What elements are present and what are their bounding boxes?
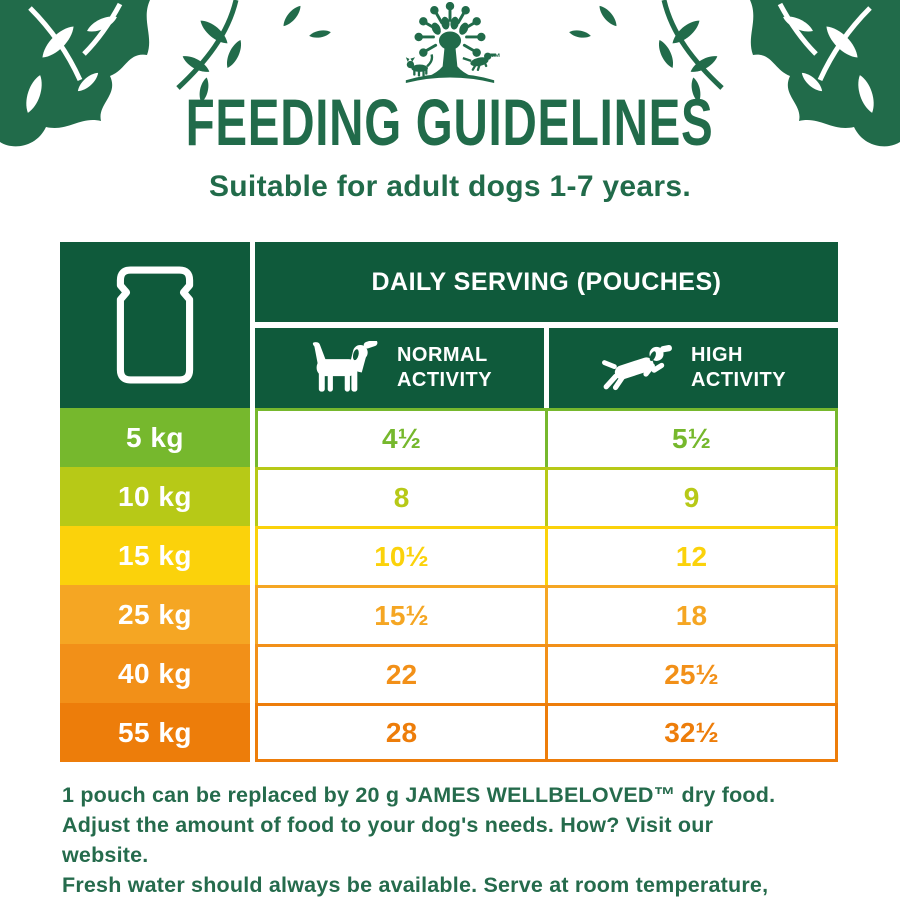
feeding-table: DAILY SERVING (POUCHES) (60, 242, 838, 762)
foliage-decoration-right (555, 0, 900, 172)
normal-activity-value: 15½ (255, 585, 548, 644)
column-gap (250, 703, 255, 762)
high-activity-header: HIGH ACTIVITY (549, 328, 838, 408)
column-gap (250, 408, 255, 467)
column-gap (250, 467, 255, 526)
serving-header-group: DAILY SERVING (POUCHES) (255, 242, 838, 408)
pouch-icon (116, 266, 194, 384)
normal-activity-value: 28 (255, 703, 548, 762)
foliage-left-icon (0, 0, 331, 147)
high-activity-label: HIGH ACTIVITY (690, 344, 787, 391)
table-row: 25 kg 15½ 18 (60, 585, 838, 644)
normal-activity-value: 10½ (255, 526, 548, 585)
foliage-decoration-left (0, 0, 345, 172)
foliage-right-icon (569, 0, 900, 147)
daily-serving-header: DAILY SERVING (POUCHES) (255, 242, 838, 322)
page-title: FEEDING GUIDELINES (186, 85, 714, 159)
jumping-dog-icon (601, 344, 672, 391)
weight-label: 15 kg (60, 526, 250, 585)
footnote-line: Adjust the amount of food to your dog's … (62, 813, 714, 867)
high-activity-value: 32½ (548, 703, 838, 762)
column-gap (250, 644, 255, 703)
footnote-line: 1 pouch can be replaced by 20 g JAMES WE… (62, 783, 776, 807)
normal-activity-value: 22 (255, 644, 548, 703)
normal-activity-label: NORMAL ACTIVITY (396, 344, 493, 391)
normal-activity-header: NORMAL ACTIVITY (255, 328, 544, 408)
logo-trademark: ™ (490, 52, 501, 64)
brand-logo: ™ (0, 2, 900, 94)
table-row: 10 kg 8 9 (60, 467, 838, 526)
normal-activity-value: 8 (255, 467, 548, 526)
tree-paw-logo-icon (405, 2, 496, 83)
high-activity-value: 5½ (548, 408, 838, 467)
weight-label: 55 kg (60, 703, 250, 762)
page-subtitle: Suitable for adult dogs 1-7 years. (209, 170, 691, 203)
footnote: 1 pouch can be replaced by 20 g JAMES WE… (62, 780, 802, 900)
high-activity-value: 12 (548, 526, 838, 585)
column-gap (250, 526, 255, 585)
table-row: 15 kg 10½ 12 (60, 526, 838, 585)
standing-dog-icon (312, 341, 378, 392)
table-row: 5 kg 4½ 5½ (60, 408, 838, 467)
table-row: 55 kg 28 32½ (60, 703, 838, 762)
weight-label: 25 kg (60, 585, 250, 644)
high-activity-value: 18 (548, 585, 838, 644)
high-activity-value: 25½ (548, 644, 838, 703)
footnote-line: Fresh water should always be available. … (62, 873, 769, 897)
weight-label: 40 kg (60, 644, 250, 703)
weight-label: 5 kg (60, 408, 250, 467)
table-header: DAILY SERVING (POUCHES) (60, 242, 838, 408)
weight-column-header (60, 242, 250, 408)
activity-header-row: NORMAL ACTIVITY (255, 328, 838, 408)
column-gap (250, 585, 255, 644)
normal-activity-value: 4½ (255, 408, 548, 467)
high-activity-value: 9 (548, 467, 838, 526)
weight-label: 10 kg (60, 467, 250, 526)
table-row: 40 kg 22 25½ (60, 644, 838, 703)
